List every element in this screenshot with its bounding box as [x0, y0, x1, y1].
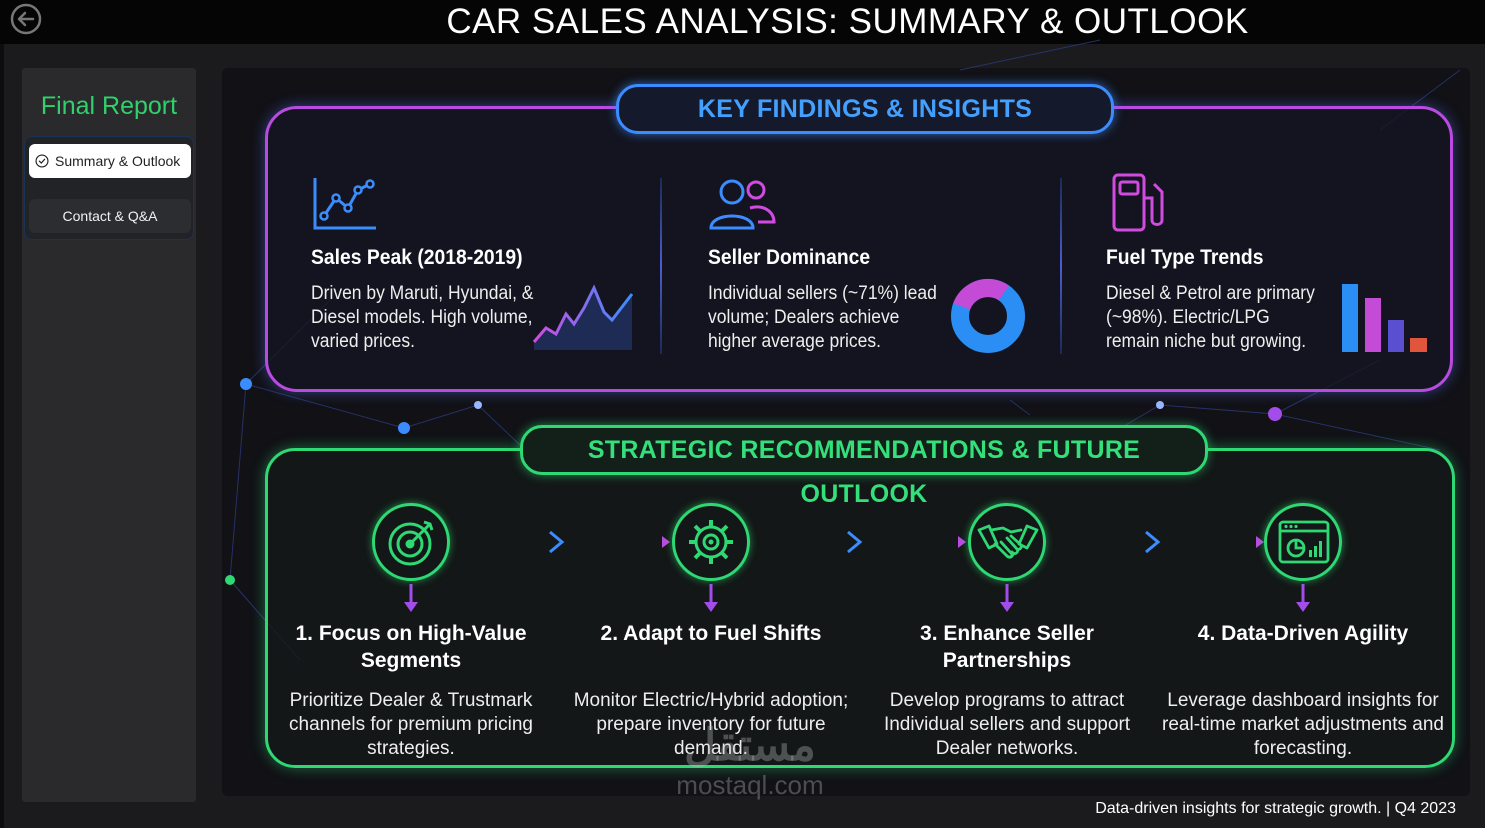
finding-title: Fuel Type Trends	[1106, 246, 1264, 269]
divider	[1060, 178, 1062, 354]
sidebar-title: Final Report	[40, 92, 178, 120]
fuel-pump-icon	[1112, 173, 1164, 232]
finding-body: Diesel & Petrol are primary (~98%). Elec…	[1106, 283, 1315, 352]
dashboard-icon	[1278, 520, 1330, 564]
trend-sparkline-icon	[532, 284, 634, 350]
step-body: Develop programs to attract Individual s…	[883, 690, 1131, 759]
bar-chart-icon	[1342, 284, 1427, 352]
recommendations-heading: STRATEGIC RECOMMENDATIONS & FUTURE OUTLO…	[520, 425, 1208, 508]
step-title: 2. Adapt to Fuel Shifts	[600, 622, 822, 645]
divider	[660, 178, 662, 354]
line-chart-icon	[313, 178, 376, 230]
handshake-icon	[977, 524, 1039, 559]
watermark-latin: mostaql.com	[676, 770, 824, 800]
nav-item-label: Contact & Q&A	[62, 208, 158, 224]
watermark: مستقل mostaql.com	[650, 721, 850, 801]
watermark-arabic: مستقل	[684, 721, 816, 770]
step-title: 3. Enhance Seller Partnerships	[920, 622, 1094, 672]
step-title: 1. Focus on High-Value Segments	[295, 622, 527, 672]
sidebar: Final Report Summary & Outlook Contact &…	[22, 68, 196, 802]
step-body: Prioritize Dealer & Trustmark channels f…	[289, 690, 533, 759]
recommendations-panel	[265, 448, 1455, 768]
key-findings-panel	[265, 106, 1453, 392]
page-title: CAR SALES ANALYSIS: SUMMARY & OUTLOOK	[446, 2, 1249, 41]
step-icon-circle	[372, 503, 450, 581]
step-icon-circle	[968, 503, 1046, 581]
finding-body: Driven by Maruti, Hyundai, & Diesel mode…	[311, 283, 534, 352]
finding-title: Seller Dominance	[708, 246, 871, 269]
nav-item-summary-outlook[interactable]: Summary & Outlook	[29, 144, 191, 178]
gear-icon	[689, 520, 733, 564]
donut-chart-icon	[951, 279, 1025, 353]
finding-title: Sales Peak (2018-2019)	[311, 246, 523, 269]
finding-body: Individual sellers (~71%) lead volume; D…	[708, 283, 937, 352]
users-icon	[709, 179, 776, 230]
step-body: Leverage dashboard insights for real-tim…	[1162, 690, 1444, 759]
check-circle-icon	[35, 154, 49, 168]
nav-item-contact-qa[interactable]: Contact & Q&A	[29, 199, 191, 233]
step-body: Monitor Electric/Hybrid adoption; prepar…	[573, 690, 849, 759]
step-title: 4. Data-Driven Agility	[1197, 622, 1409, 645]
step-icon-circle	[1264, 503, 1342, 581]
sidebar-nav: Summary & Outlook Contact & Q&A	[24, 136, 194, 240]
step-icon-circle	[672, 503, 750, 581]
nav-item-label: Summary & Outlook	[55, 153, 181, 169]
top-bar	[0, 0, 1485, 44]
key-findings-heading: KEY FINDINGS & INSIGHTS	[616, 84, 1114, 134]
target-icon	[388, 520, 434, 566]
footer-caption: Data-driven insights for strategic growt…	[1095, 800, 1456, 817]
back-arrow-icon[interactable]	[10, 3, 42, 35]
